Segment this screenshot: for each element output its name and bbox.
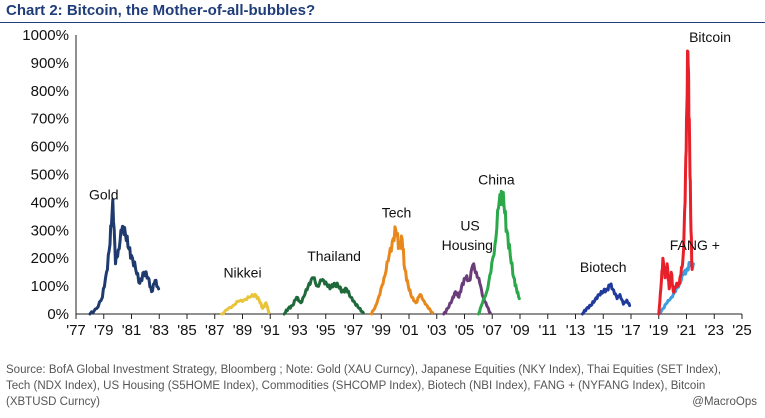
y-tick-label: 100% [31,278,69,295]
series-label-housing: Housing [442,237,493,253]
x-tick-label: '79 [94,322,114,339]
x-tick-label: '85 [177,322,197,339]
y-tick-label: 700% [31,111,69,128]
x-tick-label: '07 [482,322,502,339]
y-tick-label: 800% [31,83,69,100]
x-tick-label: '03 [427,322,447,339]
x-tick-label: '87 [205,322,225,339]
x-tick-label: '95 [316,322,336,339]
series-label-us: US [460,217,479,233]
series-label-thailand: Thailand [307,248,361,264]
x-tick-label: '23 [704,322,724,339]
y-tick-label: 300% [31,222,69,239]
series-line-us-housing [442,262,492,316]
bubble-chart: 0% 100% 200% 300% 400% 500% 600% 700% 800% 900% 10… [22,27,752,339]
y-axis: 0% 100% 200% 300% 400% 500% 600% 700% 800% 900% 10… [22,27,77,323]
x-tick-label: '25 [732,322,752,339]
x-tick-label: '05 [455,322,475,339]
series-label-biotech: Biotech [580,259,627,275]
y-tick-label: 200% [31,250,69,267]
x-tick-label: '21 [677,322,697,339]
series-label-tech: Tech [382,205,412,221]
title-rule [0,22,765,23]
series-line-biotech [580,282,632,316]
x-tick-label: '99 [371,322,391,339]
y-tick-label: 400% [31,194,69,211]
series-label-nikkei: Nikkei [223,265,261,281]
x-tick-label: '01 [399,322,419,339]
series-layer [88,49,695,316]
series-line-china [476,189,521,316]
x-tick-label: '81 [122,322,142,339]
series-label-gold: Gold [89,187,119,203]
x-tick-label: '15 [593,322,613,339]
series-line-thailand [282,276,365,316]
x-tick-label: '83 [149,322,169,339]
x-tick-label: '89 [233,322,253,339]
x-tick-label: '11 [539,322,557,339]
watermark: @MacroOps [692,396,757,408]
x-tick-label: '77 [66,322,86,339]
series-label-bitcoin: Bitcoin [689,29,731,45]
chart-title: Chart 2: Bitcoin, the Mother-of-all-bubb… [6,2,316,19]
series-line-bitcoin [657,49,694,316]
series-line-gold [88,198,161,316]
x-tick-label: '19 [649,322,669,339]
x-tick-label: '97 [344,322,364,339]
series-label-china: China [478,171,515,187]
source-note: Source: BofA Global Investment Strategy,… [6,364,722,408]
x-tick-label: '91 [260,322,280,339]
y-tick-label: 1000% [22,27,69,44]
x-tick-label: '09 [510,322,530,339]
series-label-layer: Gold Nikkei Thailand Tech US Housing China Biot… [89,29,731,281]
series-label-fang: FANG + [670,237,720,253]
y-tick-label: 600% [31,139,69,156]
y-tick-label: 0% [47,306,69,323]
x-tick-label: '93 [288,322,308,339]
x-tick-label: '17 [621,322,641,339]
y-tick-label: 500% [31,167,69,184]
y-tick-label: 900% [31,55,69,72]
series-line-tech [370,225,435,316]
x-axis: '77 '79 '81 '83 '85 '87 '89 '91 '93 '95 '97 '99 '01 '… [66,313,752,339]
series-line-nikkei [220,293,271,316]
x-tick-label: '13 [566,322,586,339]
